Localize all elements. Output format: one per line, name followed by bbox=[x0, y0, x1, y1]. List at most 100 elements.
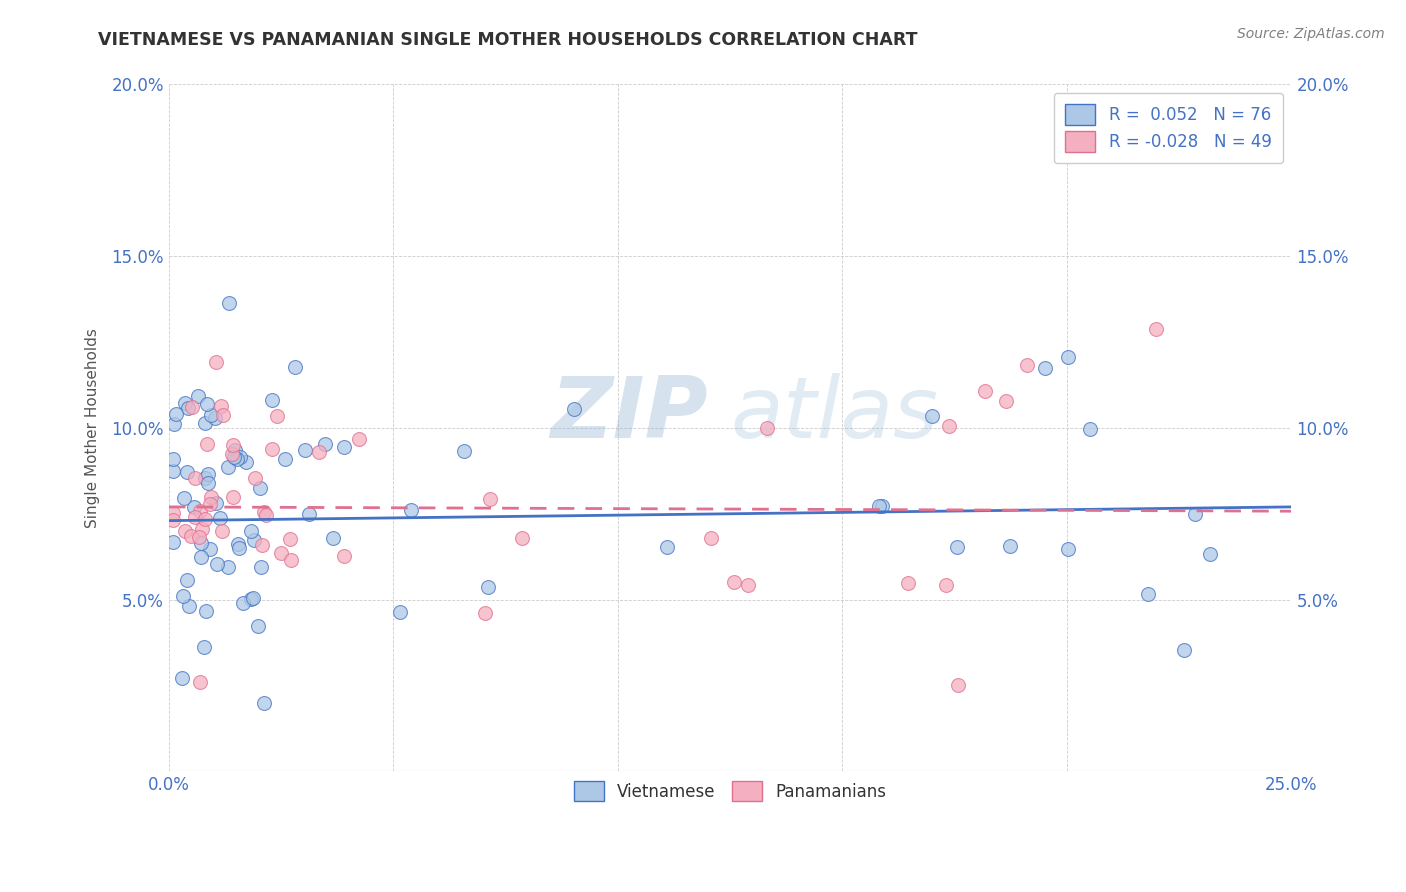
Point bbox=[249, 481, 271, 495]
Point bbox=[278, 533, 301, 547]
Point bbox=[333, 441, 356, 455]
Point bbox=[756, 421, 779, 435]
Point bbox=[657, 540, 679, 554]
Point bbox=[262, 393, 284, 408]
Point bbox=[253, 505, 276, 519]
Point bbox=[162, 451, 184, 466]
Point bbox=[177, 599, 200, 614]
Point bbox=[222, 450, 245, 464]
Point bbox=[938, 419, 960, 434]
Point bbox=[172, 590, 194, 604]
Point bbox=[184, 510, 207, 524]
Point bbox=[224, 442, 246, 457]
Point bbox=[205, 557, 228, 571]
Point bbox=[228, 450, 250, 465]
Point bbox=[737, 578, 759, 592]
Point bbox=[1000, 539, 1022, 553]
Point bbox=[221, 491, 243, 505]
Point bbox=[477, 580, 499, 594]
Point bbox=[1199, 547, 1222, 561]
Point bbox=[700, 531, 723, 545]
Point bbox=[195, 437, 218, 451]
Point bbox=[218, 296, 240, 310]
Point bbox=[174, 396, 197, 410]
Point bbox=[172, 672, 194, 686]
Point bbox=[294, 443, 316, 458]
Text: Source: ZipAtlas.com: Source: ZipAtlas.com bbox=[1237, 27, 1385, 41]
Point bbox=[200, 490, 222, 504]
Point bbox=[868, 499, 890, 513]
Point bbox=[204, 410, 226, 425]
Point bbox=[184, 470, 207, 484]
Point bbox=[198, 542, 221, 557]
Point bbox=[243, 533, 266, 547]
Point bbox=[190, 522, 212, 536]
Point bbox=[198, 497, 221, 511]
Point bbox=[200, 408, 222, 422]
Point bbox=[921, 409, 943, 423]
Point bbox=[260, 442, 283, 457]
Legend: Vietnamese, Panamanians: Vietnamese, Panamanians bbox=[561, 768, 900, 814]
Point bbox=[314, 437, 336, 451]
Point bbox=[973, 384, 995, 398]
Point bbox=[195, 397, 218, 411]
Point bbox=[274, 451, 297, 466]
Point bbox=[176, 573, 198, 587]
Point bbox=[245, 471, 267, 485]
Point bbox=[190, 550, 212, 565]
Point bbox=[173, 524, 195, 538]
Point bbox=[177, 401, 200, 416]
Point bbox=[226, 537, 249, 551]
Point bbox=[232, 596, 254, 610]
Point bbox=[308, 445, 330, 459]
Point bbox=[211, 524, 233, 539]
Point bbox=[1078, 422, 1101, 436]
Point bbox=[197, 467, 219, 481]
Point bbox=[280, 553, 302, 567]
Point bbox=[181, 400, 204, 414]
Point bbox=[1173, 643, 1195, 657]
Y-axis label: Single Mother Households: Single Mother Households bbox=[86, 328, 100, 528]
Point bbox=[247, 618, 270, 632]
Point bbox=[479, 491, 502, 506]
Point bbox=[162, 464, 184, 478]
Text: ZIP: ZIP bbox=[550, 373, 707, 456]
Point bbox=[453, 444, 475, 458]
Point bbox=[946, 678, 969, 692]
Point bbox=[187, 530, 209, 544]
Point bbox=[252, 696, 274, 710]
Point bbox=[1057, 541, 1080, 556]
Point bbox=[250, 559, 273, 574]
Point bbox=[333, 549, 356, 563]
Point bbox=[163, 417, 186, 431]
Point bbox=[322, 531, 344, 545]
Point bbox=[165, 408, 187, 422]
Point bbox=[1184, 507, 1206, 521]
Point bbox=[190, 536, 212, 550]
Point bbox=[946, 540, 969, 554]
Point bbox=[994, 393, 1017, 408]
Point bbox=[194, 471, 217, 485]
Point bbox=[723, 574, 745, 589]
Point bbox=[870, 499, 893, 513]
Point bbox=[474, 606, 496, 620]
Point bbox=[193, 640, 215, 655]
Point bbox=[256, 508, 278, 522]
Point bbox=[221, 438, 243, 452]
Point bbox=[239, 592, 262, 607]
Point bbox=[187, 389, 209, 403]
Point bbox=[188, 675, 211, 690]
Point bbox=[180, 529, 202, 543]
Point bbox=[173, 491, 195, 506]
Point bbox=[204, 496, 226, 510]
Point bbox=[183, 500, 205, 514]
Point bbox=[195, 604, 218, 618]
Point bbox=[388, 605, 411, 619]
Point bbox=[240, 524, 263, 538]
Point bbox=[1015, 358, 1038, 372]
Point bbox=[1144, 321, 1167, 335]
Point bbox=[162, 507, 184, 521]
Point bbox=[188, 504, 211, 518]
Text: VIETNAMESE VS PANAMANIAN SINGLE MOTHER HOUSEHOLDS CORRELATION CHART: VIETNAMESE VS PANAMANIAN SINGLE MOTHER H… bbox=[98, 31, 918, 49]
Point bbox=[212, 408, 235, 422]
